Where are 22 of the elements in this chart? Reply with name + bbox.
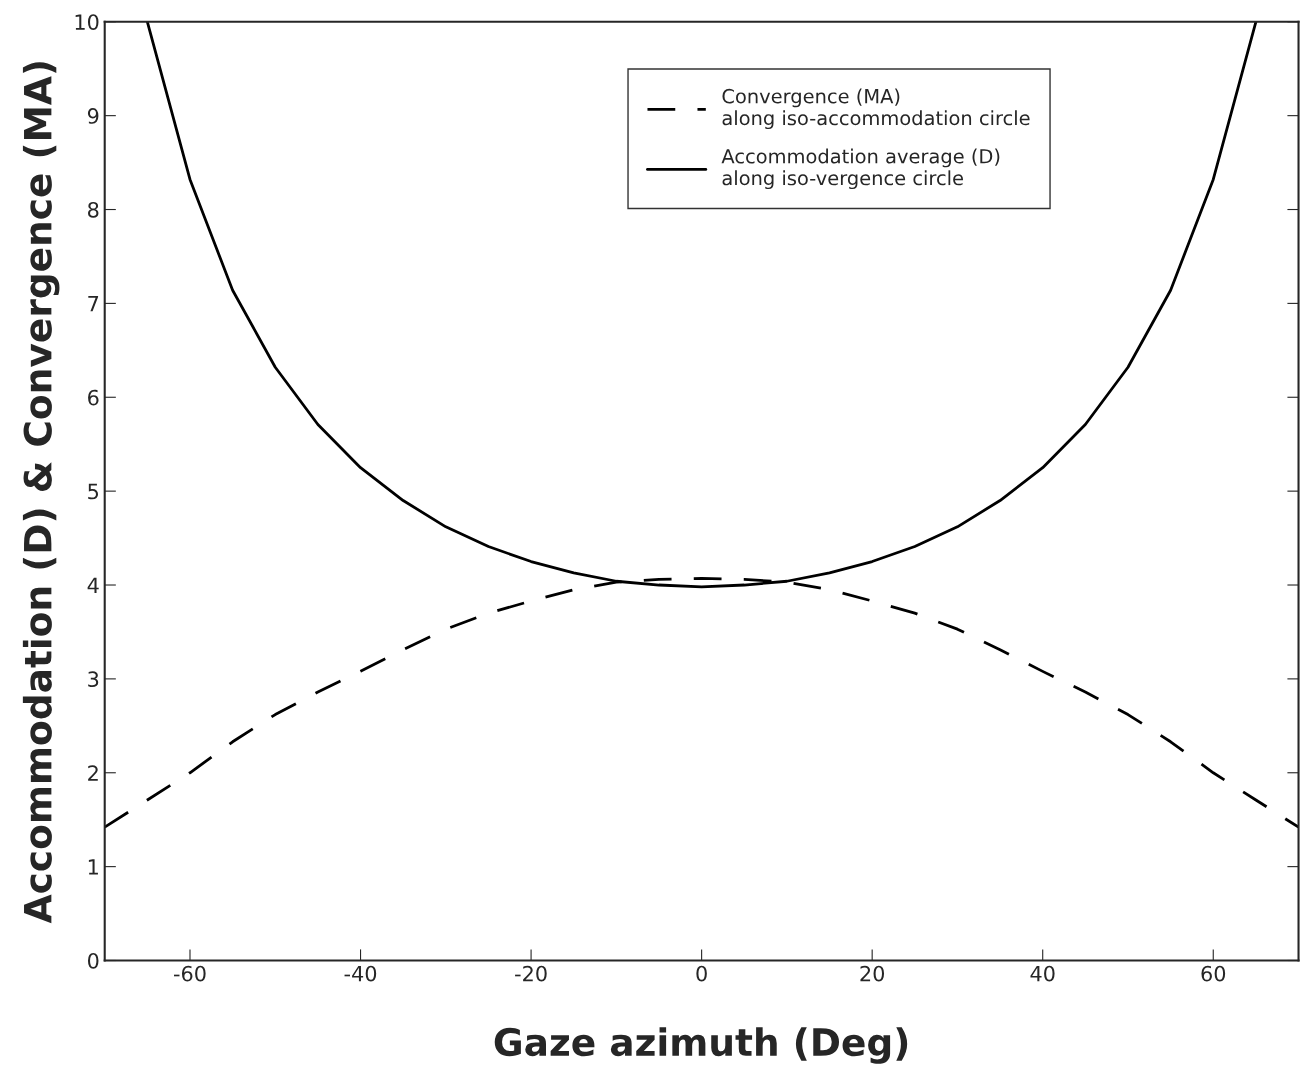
y-axis-title: Accommodation (D) & Convergence (MA) — [22, 62, 60, 924]
y-tick-label: 8 — [88, 201, 99, 218]
y-tick-label: 9 — [87, 108, 99, 124]
y-tick-label: 10 — [75, 14, 99, 30]
x-tick-label: 60 — [1201, 965, 1226, 982]
x-axis-title: Gaze azimuth (Deg) — [494, 1027, 908, 1064]
y-tick-label: 1 — [88, 859, 98, 875]
legend-label: Convergence (MA) along iso-accommodation circle — [722, 88, 1030, 130]
legend-label: Accommodation average (D) along iso-vergence circle — [721, 148, 1000, 190]
y-tick-label: 0 — [87, 952, 99, 969]
x-tick-label: 0 — [696, 965, 707, 982]
y-tick-label: 6 — [88, 389, 99, 406]
y-tick-label: 7 — [88, 296, 99, 312]
y-tick-label: 5 — [88, 483, 99, 500]
y-tick-label: 2 — [88, 765, 98, 781]
x-tick-label: -60 — [174, 965, 206, 982]
y-tick-label: 4 — [87, 577, 99, 593]
x-tick-label: -40 — [344, 965, 377, 982]
y-tick-label: 3 — [88, 671, 99, 688]
x-tick-label: -20 — [515, 965, 547, 982]
x-tick-label: 20 — [860, 965, 885, 982]
x-tick-label: 40 — [1030, 965, 1055, 982]
